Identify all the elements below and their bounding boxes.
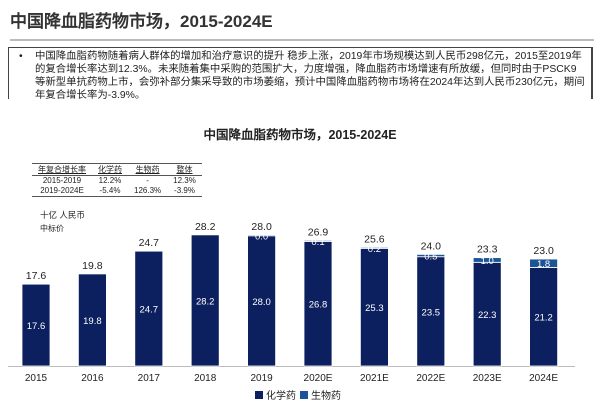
bar-chemical xyxy=(78,273,107,367)
summary-text: 中国降血脂药物随着病人群体的增加和治疗意识的提升 稳步上涨，2019年市场规模达… xyxy=(35,51,585,101)
cagr-header: 化学药 xyxy=(92,163,128,176)
x-tick-label: 2021E xyxy=(360,373,389,384)
total-label: 24.0 xyxy=(421,240,442,252)
bar-chemical xyxy=(416,256,446,367)
bar-chemical xyxy=(303,240,333,367)
x-tick-label: 2023E xyxy=(473,373,502,384)
cagr-table: 年复合增长率 化学药 生物药 整体 2015-2019 12.2% - 12.3… xyxy=(32,163,202,197)
x-tick-label: 2018 xyxy=(194,373,217,384)
cagr-cell: 126.3% xyxy=(128,186,168,197)
bar-value-label: 0.2 xyxy=(368,244,381,255)
page-title: 中国降血脂药物市场，2015-2024E xyxy=(10,12,273,31)
x-tick-label: 2015 xyxy=(25,373,48,384)
total-label: 28.0 xyxy=(251,221,272,233)
cagr-header: 年复合增长率 xyxy=(32,163,92,176)
cagr-cell: 12.2% xyxy=(98,176,122,185)
bar-value-label: 17.6 xyxy=(27,321,46,332)
x-tick-label: 2016 xyxy=(81,373,104,384)
chart-title: 中国降血脂药物市场，2015-2024E xyxy=(203,128,397,142)
cagr-cell: 2019-2024E xyxy=(32,186,92,197)
bar-chemical xyxy=(472,261,502,367)
bar-value-label: 19.8 xyxy=(83,316,102,327)
total-label: 26.9 xyxy=(308,226,329,238)
bar-biologic xyxy=(359,246,389,249)
total-label: 17.6 xyxy=(26,270,47,282)
total-label: 19.8 xyxy=(82,260,103,272)
bar-biologic xyxy=(247,234,277,237)
bar-value-label: 0.5 xyxy=(424,252,437,263)
bar-value-label: 28.0 xyxy=(252,297,271,308)
bar-biologic xyxy=(529,258,558,268)
bar-value-label: 22.3 xyxy=(478,310,497,321)
x-tick-label: 2017 xyxy=(138,373,161,384)
bar-chemical xyxy=(359,247,389,367)
title-divider xyxy=(10,39,594,41)
cagr-cell: -3.9% xyxy=(167,186,202,197)
bullet: • xyxy=(19,51,23,62)
bar-value-label: 26.8 xyxy=(309,300,328,311)
cagr-header: 生物药 xyxy=(128,163,168,176)
legend-swatch xyxy=(255,390,263,399)
bar-value-label: 23.5 xyxy=(422,307,441,318)
summary-box: • 中国降血脂药物随着病人群体的增加和治疗意识的提升 稳步上涨，2019年市场规… xyxy=(8,47,593,101)
bar-chemical xyxy=(190,234,220,367)
cagr-header: 整体 xyxy=(167,163,202,176)
bar-value-label: 1.0 xyxy=(481,256,494,267)
cagr-cell: 2015-2019 xyxy=(42,176,82,185)
cagr-row: 2019-2024E -5.4% 126.3% -3.9% xyxy=(32,186,202,197)
bar-chemical xyxy=(21,283,51,367)
total-label: 23.3 xyxy=(477,244,498,256)
bar-biologic xyxy=(303,239,333,242)
legend-swatch xyxy=(300,390,308,399)
cagr-header-row: 年复合增长率 化学药 生物药 整体 xyxy=(32,163,202,176)
bar-biologic xyxy=(416,253,446,258)
bar-value-label: 1.8 xyxy=(537,259,550,270)
bar-value-label: 21.2 xyxy=(534,313,553,324)
legend-label: 化学药 xyxy=(266,391,296,402)
y-unit-label: 十亿 人民币 xyxy=(40,210,85,220)
cagr-cell: - xyxy=(146,176,149,185)
cagr-cell: -5.4% xyxy=(92,186,128,197)
legend-item-biologic: 生物药 xyxy=(300,387,341,402)
bar-chemical xyxy=(134,250,164,367)
x-tick-label: 2022E xyxy=(416,373,445,384)
cagr-cell: 12.3% xyxy=(173,176,196,185)
x-tick-label: 2020E xyxy=(304,373,333,384)
bar-biologic xyxy=(472,257,502,263)
price-basis-label: 中标价 xyxy=(40,224,64,233)
bar-value-label: 0.0 xyxy=(255,231,268,242)
bar-value-label: 25.3 xyxy=(365,303,384,314)
total-label: 24.7 xyxy=(139,237,160,249)
total-label: 28.2 xyxy=(195,221,216,233)
bar-chemical xyxy=(529,267,558,367)
cagr-row: 2015-2019 12.2% - 12.3% xyxy=(32,176,202,187)
bar-value-label: 28.2 xyxy=(196,296,215,307)
x-tick-label: 2024E xyxy=(529,373,558,384)
bar-value-label: 0.1 xyxy=(311,237,324,248)
total-label: 23.0 xyxy=(533,245,554,257)
legend-label: 生物药 xyxy=(311,391,341,402)
x-tick-label: 2019 xyxy=(250,373,273,384)
total-label: 25.6 xyxy=(364,233,385,245)
bar-value-label: 24.7 xyxy=(140,305,159,316)
legend-item-chemical: 化学药 xyxy=(255,387,296,402)
